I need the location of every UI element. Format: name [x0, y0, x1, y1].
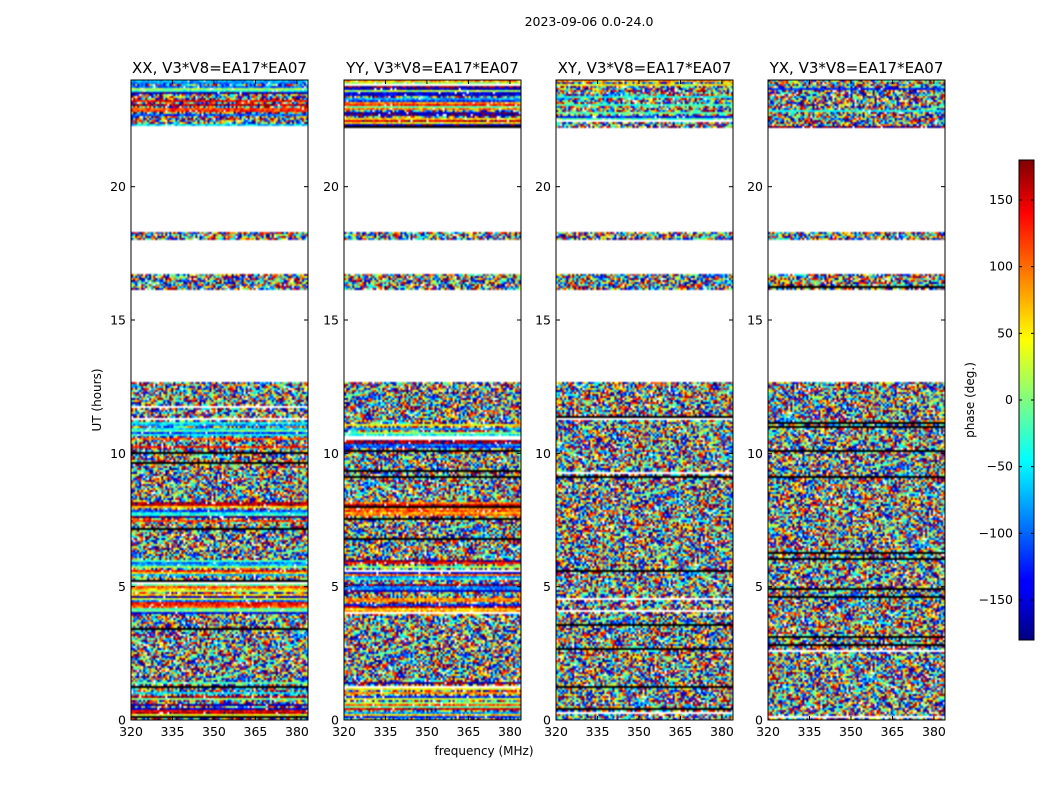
- heatmap-image: [556, 80, 733, 720]
- colorbar-tick-label: −50: [987, 459, 1013, 474]
- panel-title: XX, V3*V8=EA17*EA07: [132, 59, 307, 77]
- colorbar-tick-label: 0: [1005, 392, 1013, 407]
- colorbar-tick-label: 150: [989, 192, 1013, 207]
- x-tick-label: 320: [332, 724, 356, 739]
- y-tick-label: 10: [535, 446, 551, 461]
- x-tick-label: 335: [798, 724, 822, 739]
- y-tick-label: 20: [747, 179, 763, 194]
- y-tick-label: 0: [755, 713, 763, 728]
- y-tick-label: 20: [110, 179, 126, 194]
- panel-3: YX, V3*V8=EA17*EA07 320 335 350 365 380 0 5 10 15…: [747, 59, 946, 739]
- x-tick-label: 320: [544, 724, 568, 739]
- panel-title: XY, V3*V8=EA17*EA07: [558, 59, 732, 77]
- y-tick-label: 10: [110, 446, 126, 461]
- heatmap-panels: XX, V3*V8=EA17*EA07 320 335 350 365 380 0 5 10 15…: [110, 59, 946, 739]
- panel-title: YY, V3*V8=EA17*EA07: [345, 59, 519, 77]
- panel-frame: [767, 79, 946, 721]
- panel-1: YY, V3*V8=EA17*EA07 320 335 350 365 380 0 5 10 15…: [323, 59, 522, 739]
- y-axis-label: UT (hours): [90, 368, 104, 431]
- colorbar-tick-label: −150: [979, 592, 1013, 607]
- y-tick-label: 20: [323, 179, 339, 194]
- y-tick-label: 15: [747, 313, 763, 328]
- y-tick-label: 5: [543, 579, 551, 594]
- colorbar-label: phase (deg.): [963, 362, 977, 438]
- y-tick-label: 0: [118, 713, 126, 728]
- x-tick-label: 380: [498, 724, 522, 739]
- x-tick-label: 350: [415, 724, 439, 739]
- x-tick-label: 320: [756, 724, 780, 739]
- x-tick-label: 350: [627, 724, 651, 739]
- panel-2: XY, V3*V8=EA17*EA07 320 335 350 365 380 0 5 10 15…: [535, 59, 734, 739]
- x-tick-label: 335: [374, 724, 398, 739]
- y-tick-label: 15: [323, 313, 339, 328]
- heatmap-image: [131, 80, 308, 720]
- y-tick-label: 5: [118, 579, 126, 594]
- panel-frame: [343, 79, 522, 721]
- x-tick-label: 365: [669, 724, 693, 739]
- y-tick-label: 0: [543, 713, 551, 728]
- x-tick-label: 365: [457, 724, 481, 739]
- y-tick-label: 5: [331, 579, 339, 594]
- heatmap-image: [344, 80, 521, 720]
- x-tick-label: 380: [285, 724, 309, 739]
- x-tick-label: 335: [586, 724, 610, 739]
- figure-title: 2023-09-06 0.0-24.0: [525, 14, 654, 29]
- colorbar-tick-label: 50: [997, 325, 1013, 340]
- x-tick-label: 380: [922, 724, 946, 739]
- x-tick-label: 380: [710, 724, 734, 739]
- x-tick-label: 365: [881, 724, 905, 739]
- y-tick-label: 20: [535, 179, 551, 194]
- y-tick-label: 5: [755, 579, 763, 594]
- y-tick-label: 10: [323, 446, 339, 461]
- x-tick-label: 350: [839, 724, 863, 739]
- colorbar-tick-label: −100: [979, 525, 1013, 540]
- panel-title: YX, V3*V8=EA17*EA07: [769, 59, 944, 77]
- panel-frame: [130, 79, 309, 721]
- x-axis-label: frequency (MHz): [434, 744, 533, 758]
- x-tick-label: 365: [244, 724, 268, 739]
- y-tick-label: 10: [747, 446, 763, 461]
- colorbar: phase (deg.) 150 100 50 0 −50 −100 −150: [963, 159, 1035, 641]
- heatmap-image: [768, 80, 945, 720]
- x-tick-label: 335: [161, 724, 185, 739]
- y-tick-label: 15: [110, 313, 126, 328]
- y-tick-label: 15: [535, 313, 551, 328]
- x-tick-label: 320: [119, 724, 143, 739]
- colorbar-tick-label: 100: [989, 259, 1013, 274]
- y-tick-label: 0: [331, 713, 339, 728]
- x-tick-label: 350: [202, 724, 226, 739]
- panel-0: XX, V3*V8=EA17*EA07 320 335 350 365 380 0 5 10 15…: [110, 59, 309, 739]
- panel-frame: [555, 79, 734, 721]
